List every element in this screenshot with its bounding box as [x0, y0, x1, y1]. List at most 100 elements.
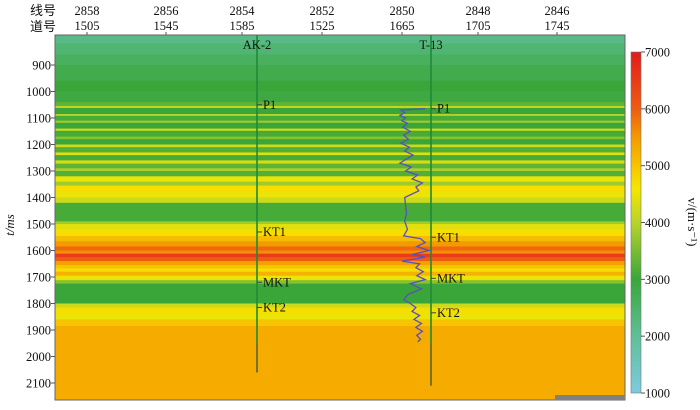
horizon-label-kt1: KT1	[437, 230, 460, 244]
y-tick-label: 2000	[26, 350, 51, 364]
velocity-layer	[55, 265, 625, 270]
line-number-tick-label: 2858	[75, 4, 100, 18]
velocity-layer	[55, 168, 625, 172]
line-number-label: 线号	[30, 3, 56, 18]
velocity-layer	[55, 192, 625, 198]
velocity-bands	[55, 35, 625, 401]
velocity-layer	[55, 139, 625, 145]
velocity-layer	[55, 122, 625, 130]
y-tick-label: 1700	[26, 271, 51, 285]
horizon-label-kt2: KT2	[437, 306, 460, 320]
line-number-tick-label: 2850	[390, 4, 415, 18]
velocity-layer	[55, 185, 625, 193]
y-tick-label: 1900	[26, 324, 51, 338]
colorbar-tick-label: 4000	[645, 216, 670, 230]
colorbar-tick-label: 6000	[645, 102, 670, 116]
trace-number-tick-label: 1705	[466, 19, 491, 33]
velocity-layer	[55, 261, 625, 266]
line-number-tick-label: 2852	[310, 4, 335, 18]
trace-number-label: 道号	[30, 19, 56, 34]
velocity-layer	[55, 115, 625, 122]
scroll-indicator	[555, 395, 625, 400]
velocity-layer	[55, 271, 625, 277]
y-tick-label: 1500	[26, 218, 51, 232]
y-tick-label: 1600	[26, 244, 51, 258]
velocity-layer	[55, 152, 625, 156]
velocity-layer	[55, 268, 625, 273]
velocity-layer	[55, 246, 625, 251]
y-tick-label: 2100	[26, 377, 51, 391]
colorbar: 1000 2000 3000 4000 5000 6000 7000	[630, 46, 670, 401]
velocity-layer	[55, 91, 625, 103]
velocity-layer	[55, 144, 625, 148]
velocity-layer	[55, 120, 625, 124]
velocity-layer	[55, 136, 625, 140]
well-name-label: AK-2	[243, 38, 271, 52]
velocity-layer	[55, 241, 625, 248]
colorbar-tick-label: 3000	[645, 273, 670, 287]
colorbar-tick-label: 1000	[645, 387, 670, 401]
trace-number-tick-label: 1505	[75, 19, 100, 33]
velocity-layer	[55, 221, 625, 225]
velocity-layer	[55, 43, 625, 55]
wells: AK-2 P1 KT1 MKT KT2 T-13 P1 KT1 MKT KT2	[243, 35, 465, 386]
colorbar-tick-label: 7000	[645, 46, 670, 60]
velocity-layer	[55, 303, 625, 308]
velocity-layer	[55, 54, 625, 66]
horizon-label-mkt: MKT	[263, 275, 291, 289]
velocity-layer	[55, 257, 625, 262]
velocity-layer	[55, 176, 625, 183]
velocity-layer	[55, 314, 625, 320]
line-number-tick-label: 2856	[154, 4, 179, 18]
y-tick-label: 1000	[26, 85, 51, 99]
velocity-layer	[55, 80, 625, 92]
velocity-layer	[55, 307, 625, 315]
velocity-layer	[55, 160, 625, 165]
velocity-layer	[55, 171, 625, 177]
velocity-layer	[55, 106, 625, 109]
velocity-layer	[55, 275, 625, 281]
y-axis-label: t/ms	[2, 214, 17, 236]
velocity-layer	[55, 114, 625, 117]
velocity-layer	[55, 197, 625, 204]
velocity-layer	[55, 128, 625, 132]
velocity-layer	[55, 250, 625, 255]
velocity-layer	[55, 147, 625, 153]
trace-number-tick-label: 1585	[230, 19, 255, 33]
velocity-layer	[55, 130, 625, 138]
horizon-label-mkt: MKT	[437, 271, 465, 285]
horizon-label-p1: P1	[263, 98, 276, 112]
velocity-layer	[55, 280, 625, 285]
line-number-tick-label: 2848	[466, 4, 491, 18]
velocity-layer	[55, 253, 625, 258]
velocity-layer	[55, 326, 625, 401]
horizon-label-kt1: KT1	[263, 225, 286, 239]
colorbar-gradient	[630, 51, 642, 394]
velocity-layer	[55, 35, 625, 45]
velocity-layer	[55, 181, 625, 187]
velocity-layer	[55, 65, 625, 82]
y-tick-label: 1200	[26, 138, 51, 152]
trace-number-tick-label: 1525	[310, 19, 335, 33]
y-tick-label: 1300	[26, 165, 51, 179]
velocity-layer	[55, 102, 625, 107]
velocity-layer	[55, 163, 625, 169]
well-log-curve	[398, 108, 432, 343]
horizon-label-kt2: KT2	[263, 300, 286, 314]
trace-number-tick-label: 1665	[390, 19, 415, 33]
line-number-tick-label: 2846	[545, 4, 570, 18]
y-tick-label: 900	[32, 59, 51, 73]
velocity-layer	[55, 283, 625, 304]
colorbar-label: v/(m·s⁻¹)	[685, 197, 700, 246]
y-tick-label: 1400	[26, 191, 51, 205]
velocity-layer	[55, 155, 625, 161]
velocity-layer	[55, 202, 625, 222]
y-tick-label: 1800	[26, 297, 51, 311]
velocity-layer	[55, 224, 625, 230]
line-number-tick-label: 2854	[230, 4, 256, 18]
velocity-layer	[55, 229, 625, 237]
horizon-label-p1: P1	[437, 102, 450, 116]
trace-number-tick-label: 1545	[154, 19, 179, 33]
